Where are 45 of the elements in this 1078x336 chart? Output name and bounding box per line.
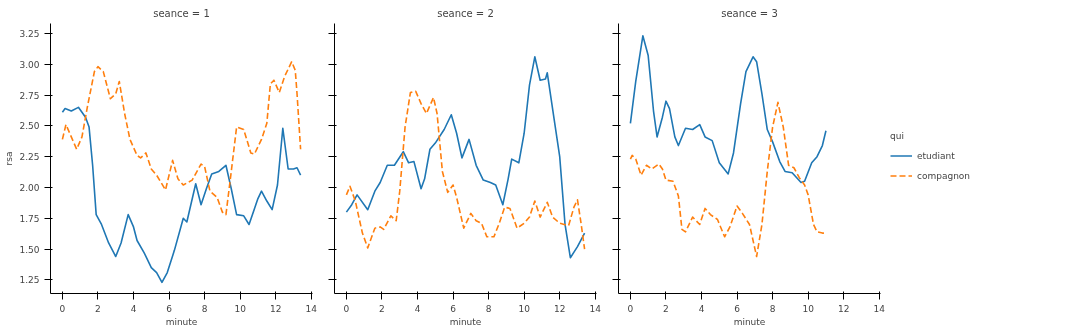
y-tick-label: 1.75	[19, 213, 40, 224]
chart-title: seance = 2	[437, 7, 494, 19]
x-tick-label: 14	[305, 303, 318, 314]
y-tick-label: 2.50	[19, 121, 40, 132]
x-tick-label: 6	[166, 303, 173, 314]
chart-title: seance = 3	[721, 7, 778, 19]
x-tick-label: 2	[95, 303, 101, 314]
x-tick-label: 12	[269, 303, 282, 314]
x-tick-label: 2	[379, 303, 385, 314]
chart-title: seance = 1	[153, 7, 210, 19]
y-tick-label: 2.00	[19, 182, 40, 193]
line-series	[61, 106, 302, 284]
x-tick-label: 6	[450, 303, 457, 314]
y-tick-label: 2.75	[19, 90, 40, 101]
y-tick-label: 1.25	[19, 275, 40, 286]
x-tick-label: 0	[343, 303, 350, 314]
x-axis-title: minute	[165, 316, 198, 327]
x-tick-label: 4	[698, 303, 705, 314]
legend-label: etudiant	[917, 150, 955, 161]
x-tick-label: 6	[734, 303, 741, 314]
y-tick-label: 1.50	[19, 244, 40, 255]
x-tick-label: 4	[414, 303, 421, 314]
x-tick-label: 10	[518, 303, 531, 314]
x-tick-label: 14	[873, 303, 886, 314]
legend-title: qui	[890, 130, 905, 141]
x-tick-label: 0	[59, 303, 66, 314]
x-tick-label: 2	[663, 303, 669, 314]
line-series	[61, 60, 302, 216]
x-axis-title: minute	[733, 316, 766, 327]
x-tick-label: 12	[553, 303, 566, 314]
y-tick-label: 2.25	[19, 152, 40, 163]
x-tick-label: 8	[485, 303, 492, 314]
y-tick-label: 3.00	[19, 59, 40, 70]
x-tick-label: 10	[802, 303, 815, 314]
x-tick-label: 10	[234, 303, 247, 314]
x-tick-label: 0	[627, 303, 634, 314]
x-tick-label: 4	[130, 303, 137, 314]
x-tick-label: 8	[201, 303, 208, 314]
x-tick-label: 12	[837, 303, 850, 314]
x-tick-label: 8	[769, 303, 776, 314]
x-tick-label: 14	[589, 303, 602, 314]
legend-label: compagnon	[917, 170, 971, 181]
y-tick-label: 3.25	[19, 28, 40, 39]
x-axis-title: minute	[449, 316, 482, 327]
y-axis-title: rsa	[4, 151, 15, 166]
